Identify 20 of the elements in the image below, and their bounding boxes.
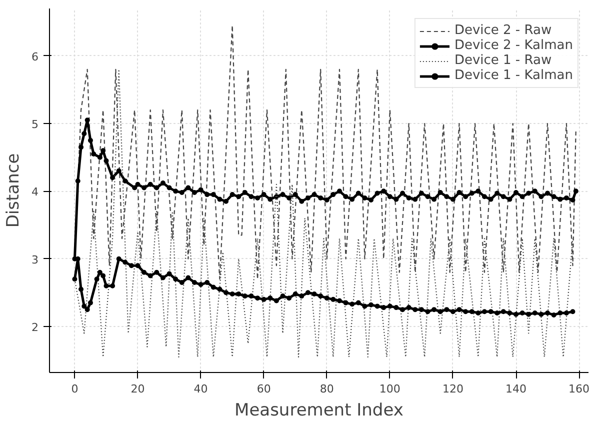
- y-tick-label: 2: [32, 320, 38, 334]
- legend-label: Device 2 - Kalman: [454, 38, 573, 53]
- x-tick-label: 120: [442, 382, 464, 396]
- x-tick-label: 160: [568, 382, 590, 396]
- x-tick-label: 20: [130, 382, 145, 396]
- legend-label: Device 1 - Kalman: [454, 68, 573, 83]
- y-tick-label: 5: [32, 118, 38, 132]
- x-tick-label: 40: [194, 382, 208, 396]
- y-tick-label: 6: [32, 50, 38, 64]
- y-axis-title: Distance: [4, 153, 24, 228]
- x-tick-label: 0: [71, 382, 78, 396]
- legend-label: Device 1 - Raw: [454, 53, 552, 68]
- x-tick-label: 100: [379, 382, 400, 396]
- y-tick-label: 3: [32, 253, 38, 266]
- x-axis-title: Measurement Index: [234, 400, 404, 420]
- y-tick-label: 4: [32, 186, 38, 199]
- x-tick-label: 80: [320, 382, 334, 396]
- legend-label: Device 2 - Raw: [454, 23, 552, 38]
- x-tick-label: 140: [506, 382, 527, 396]
- x-tick-label: 60: [256, 382, 271, 396]
